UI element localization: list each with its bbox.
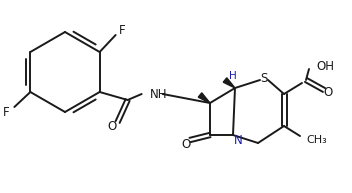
Polygon shape <box>223 78 235 88</box>
Text: F: F <box>119 25 126 37</box>
Text: O: O <box>107 120 116 134</box>
Text: F: F <box>3 106 10 119</box>
Text: O: O <box>323 86 333 100</box>
Text: NH: NH <box>150 87 167 101</box>
Text: H: H <box>229 71 237 81</box>
Text: N: N <box>234 134 243 146</box>
Text: O: O <box>181 137 191 151</box>
Text: OH: OH <box>316 59 334 73</box>
Text: CH₃: CH₃ <box>306 135 327 145</box>
Polygon shape <box>198 93 210 103</box>
Text: S: S <box>260 73 268 85</box>
